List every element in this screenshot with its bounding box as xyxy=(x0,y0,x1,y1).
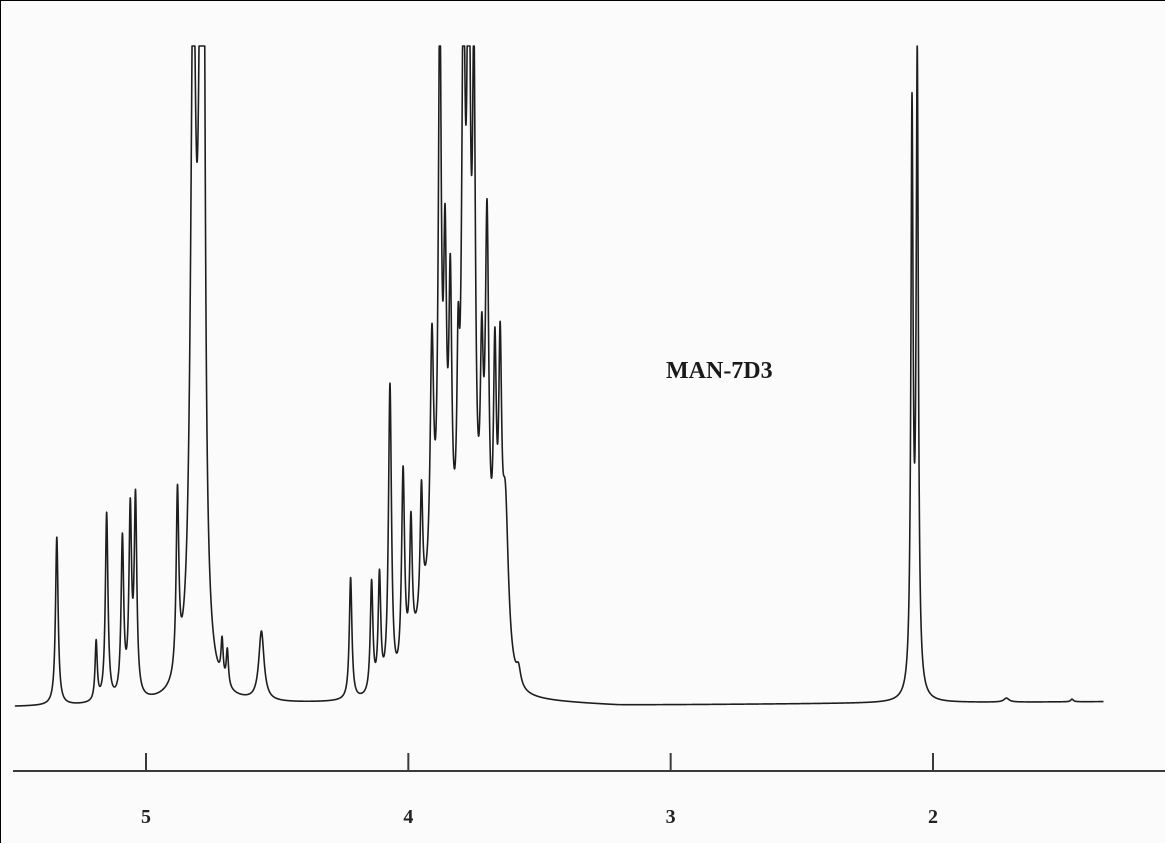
x-tick-label: 5 xyxy=(141,806,151,828)
sample-label: MAN-7D3 xyxy=(666,358,773,384)
spectrum-trace xyxy=(14,45,1105,707)
spectrum-trace-layer xyxy=(14,45,1105,707)
x-tick-label: 2 xyxy=(928,806,938,828)
x-axis-ticks: 5 4 3 2 xyxy=(141,753,938,828)
x-tick-label: 3 xyxy=(666,806,676,828)
x-tick-label: 4 xyxy=(403,806,413,828)
